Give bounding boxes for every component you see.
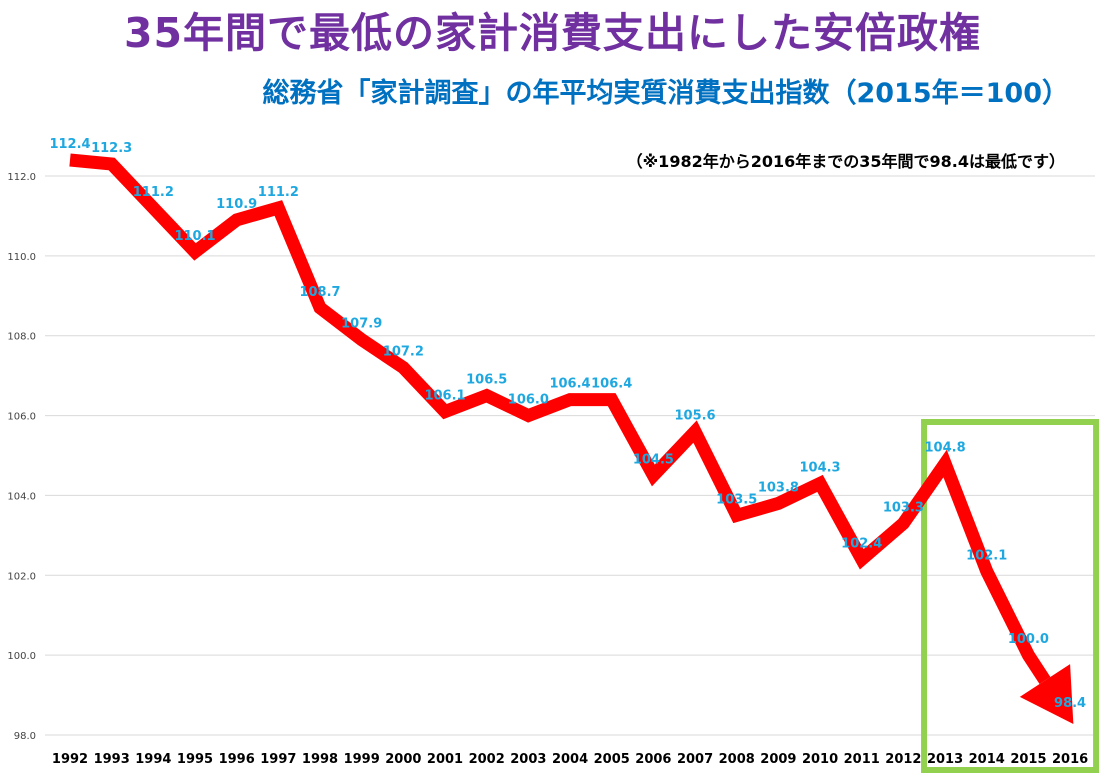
y-tick-label: 104.0 — [7, 491, 36, 502]
x-tick-label: 1992 — [52, 752, 88, 767]
data-label: 107.2 — [383, 345, 424, 360]
x-tick-label: 1998 — [302, 752, 338, 767]
data-label: 103.3 — [883, 500, 924, 515]
data-label: 112.4 — [49, 137, 90, 152]
data-label: 102.4 — [841, 536, 882, 551]
y-tick-label: 110.0 — [7, 252, 36, 263]
data-label: 111.2 — [258, 185, 299, 200]
x-tick-label: 2006 — [635, 752, 671, 767]
x-tick-label: 2000 — [385, 752, 421, 767]
y-tick-label: 108.0 — [7, 332, 36, 343]
data-label: 104.8 — [925, 440, 966, 455]
x-tick-label: 2011 — [844, 752, 880, 767]
y-tick-label: 100.0 — [7, 651, 36, 662]
x-tick-label: 2010 — [802, 752, 838, 767]
data-label: 102.1 — [966, 548, 1007, 563]
chart-subtitle: 総務省「家計調査」の年平均実質消費支出指数（2015年＝100） — [262, 78, 1069, 109]
data-label: 106.1 — [424, 389, 465, 404]
x-tick-label: 2012 — [885, 752, 921, 767]
y-tick-label: 102.0 — [7, 571, 36, 582]
x-tick-label: 2002 — [469, 752, 505, 767]
data-label: 106.5 — [466, 373, 507, 388]
x-axis-ticks: 1992 1993 1994 1995 1996 1997 1998 1999 2000 2001… — [52, 752, 1088, 767]
data-label: 98.4 — [1054, 696, 1086, 711]
x-tick-label: 2003 — [510, 752, 546, 767]
gridlines — [45, 175, 1095, 736]
x-tick-label: 2008 — [719, 752, 755, 767]
data-label: 100.0 — [1008, 632, 1049, 647]
x-tick-label: 1996 — [219, 752, 255, 767]
highlight-box — [921, 419, 1100, 773]
data-label: 108.7 — [299, 285, 340, 300]
y-tick-label: 106.0 — [7, 412, 36, 423]
data-labels: 112.4 112.3111.2110.1110.9111.2108.7107.9… — [49, 137, 1086, 711]
chart-title: 35年間で最低の家計消費支出にした安倍政権 — [123, 9, 982, 57]
y-tick-label: 112.0 — [7, 172, 36, 183]
x-tick-label: 2013 — [927, 752, 963, 767]
data-label: 107.9 — [341, 317, 382, 332]
x-tick-label: 1997 — [260, 752, 296, 767]
data-label: 106.4 — [549, 377, 590, 392]
data-label: 104.5 — [633, 452, 674, 467]
data-label: 105.6 — [674, 409, 715, 424]
x-tick-label: 2014 — [969, 752, 1005, 767]
data-label: 104.3 — [799, 460, 840, 475]
y-axis-ticks: 98.0 100.0 102.0 104.0 106.0 108.0 110.0 112.0 — [7, 172, 36, 742]
data-label: 103.8 — [758, 480, 799, 495]
x-tick-label: 1993 — [94, 752, 130, 767]
x-tick-label: 2005 — [594, 752, 630, 767]
data-label: 110.1 — [174, 229, 215, 244]
data-label: 106.0 — [508, 393, 549, 408]
x-tick-label: 2009 — [760, 752, 796, 767]
highlight-box-layer — [921, 419, 1100, 773]
x-tick-label: 2004 — [552, 752, 588, 767]
x-tick-label: 1994 — [135, 752, 171, 767]
x-tick-label: 1999 — [344, 752, 380, 767]
data-label: 111.2 — [133, 185, 174, 200]
x-tick-label: 2016 — [1052, 752, 1088, 767]
x-tick-label: 2001 — [427, 752, 463, 767]
data-label: 112.3 — [91, 141, 132, 156]
x-tick-label: 2007 — [677, 752, 713, 767]
data-label: 110.9 — [216, 197, 257, 212]
x-tick-label: 2015 — [1010, 752, 1046, 767]
y-tick-label: 98.0 — [14, 731, 36, 742]
series-line-layer — [69, 153, 1074, 725]
series-line — [69, 153, 1051, 685]
x-tick-label: 1995 — [177, 752, 213, 767]
series-arrowhead — [1019, 664, 1074, 725]
data-label: 106.4 — [591, 377, 632, 392]
data-label: 103.5 — [716, 492, 757, 507]
chart-annotation: （※1982年から2016年までの35年間で98.4は最低です） — [626, 152, 1065, 171]
